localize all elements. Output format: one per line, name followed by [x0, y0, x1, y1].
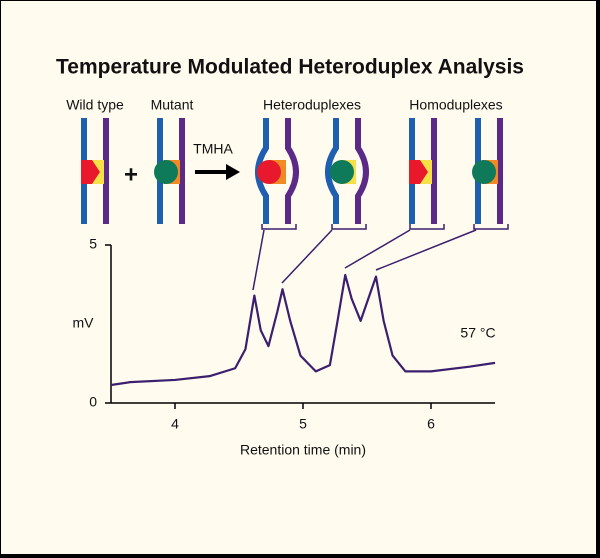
label-homoduplexes: Homoduplexes: [409, 97, 502, 113]
y-tick-label: 0: [89, 394, 97, 410]
duplex-diagram: [81, 118, 504, 224]
x-tick-label: 6: [427, 416, 435, 432]
base-green: [472, 160, 496, 184]
arrow: [195, 164, 240, 180]
plus-sign: +: [124, 161, 138, 188]
strand-purple: [355, 118, 369, 224]
border-right: [597, 0, 600, 558]
y-tick-label: 5: [89, 236, 97, 252]
border-bottom: [0, 555, 600, 558]
base-green: [154, 160, 178, 184]
x-axis-label: Retention time (min): [240, 442, 366, 458]
brackets: [252, 224, 509, 291]
label-heteroduplexes: Heteroduplexes: [263, 97, 361, 113]
strand-blue: [325, 118, 339, 224]
chromatogram-line: [110, 273, 496, 387]
x-tick-label: 4: [171, 416, 179, 432]
label-wild-type: Wild type: [66, 97, 124, 113]
annotation: 57 °C: [460, 325, 495, 341]
y-axis-label: mV: [73, 315, 95, 331]
strand-purple: [285, 118, 299, 224]
arrow-label: TMHA: [193, 141, 233, 157]
base-red: [81, 160, 100, 184]
base-red: [257, 160, 281, 184]
label-mutant: Mutant: [151, 97, 194, 113]
base-green: [330, 160, 354, 184]
x-tick-label: 5: [299, 416, 307, 432]
chart-title: Temperature Modulated Heteroduplex Analy…: [56, 56, 524, 79]
base-red: [409, 160, 428, 184]
